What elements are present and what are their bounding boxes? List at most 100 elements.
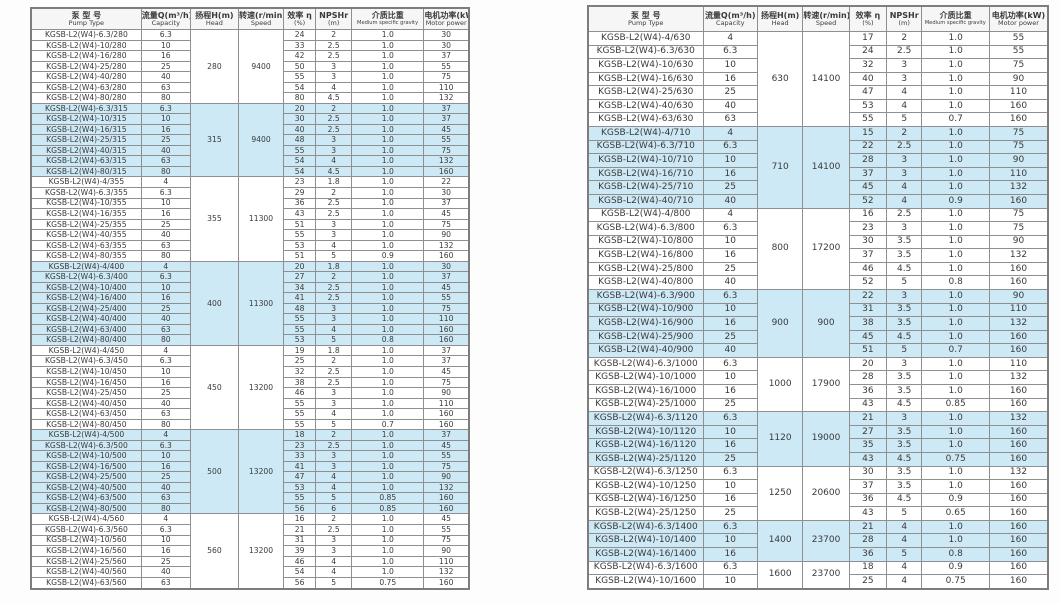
power-cell: 132 [988,180,1049,195]
pump-spec-table-left: 泵 型 号 Pump Type 流量Q(m³/h) Capacity 扬程H(m) H… [30,7,470,590]
capacity-cell: 63 [702,112,758,128]
gravity-cell: 1.0 [921,411,990,426]
pump-type-cell: KGSB-L2(W4)-40/450 [30,397,142,410]
pump-type-cell: KGSB-L2(W4)-16/1000 [587,384,704,399]
power-cell: 132 [988,411,1049,426]
gravity-cell: 1.0 [921,479,990,494]
capacity-cell: 16 [140,208,191,220]
gravity-cell: 1.0 [921,316,990,331]
power-cell: 55 [423,292,470,304]
efficiency-cell: 80 [283,92,317,104]
spec-row: KGSB-L2(W4)-10/280 10 33 2.5 1.0 30 [30,39,470,52]
spec-row: KGSB-L2(W4)-6.3/315 6.3 315 9400 20 2 1.0 37 [30,102,470,178]
npshr-cell: 3 [886,153,923,168]
capacity-cell: 25 [140,555,191,568]
npshr-cell: 2.5 [315,523,353,536]
capacity-cell: 80 [140,418,191,431]
npshr-cell: 2 [315,29,353,41]
pump-type-cell: KGSB-L2(W4)-40/800 [587,275,704,290]
speed-merged-cell: 20600 [802,465,850,521]
gravity-cell: 1.0 [351,271,425,283]
efficiency-cell: 38 [283,376,317,389]
npshr-cell: 4 [315,239,353,252]
pump-type-cell: KGSB-L2(W4)-40/710 [587,193,704,209]
pump-type-cell: KGSB-L2(W4)-4/800 [587,207,704,223]
power-cell: 160 [988,261,1049,277]
pump-type-cell: KGSB-L2(W4)-25/560 [30,555,142,568]
gravity-cell: 1.0 [351,355,425,367]
npshr-cell: 4 [886,180,923,195]
efficiency-cell: 41 [283,460,317,473]
gravity-cell: 1.0 [351,165,425,178]
capacity-cell: 6.3 [702,411,758,426]
npshr-cell: 2.5 [315,376,353,389]
efficiency-cell: 22 [848,288,888,304]
efficiency-cell: 23 [283,176,317,188]
efficiency-cell: 55 [283,144,317,157]
power-cell: 75 [988,139,1049,155]
spec-row: KGSB-L2(W4)-6.3/1000 6.3 1000 17900 20 3 1.0 11… [587,356,1049,413]
power-cell: 55 [988,44,1049,60]
capacity-cell: 40 [140,71,191,83]
power-cell: 160 [423,576,470,590]
power-cell: 37 [423,344,470,357]
efficiency-cell: 45 [848,329,888,345]
gravity-cell: 0.9 [921,193,990,209]
efficiency-cell: 55 [283,397,317,410]
npshr-cell: 4.5 [886,397,923,413]
gravity-cell: 1.0 [351,534,425,547]
gravity-cell: 1.0 [351,292,425,304]
power-cell: 37 [423,50,470,62]
efficiency-cell: 29 [283,186,317,199]
capacity-cell: 80 [140,250,191,262]
gravity-cell: 1.0 [351,429,425,441]
npshr-cell: 3 [315,313,353,325]
efficiency-cell: 43 [848,506,888,521]
npshr-cell: 3.5 [886,248,923,263]
capacity-cell: 10 [140,197,191,210]
spec-row: KGSB-L2(W4)-4/355 4 355 11300 23 1.8 1.0 22 [30,176,470,262]
capacity-cell: 10 [140,450,191,462]
efficiency-cell: 27 [848,424,888,440]
pump-type-cell: KGSB-L2(W4)-16/630 [587,71,704,87]
pump-type-cell: KGSB-L2(W4)-6.3/1600 [587,560,704,576]
spec-row: KGSB-L2(W4)-4/710 4 710 14100 15 2 1.0 75 [587,126,1049,209]
efficiency-cell: 54 [283,566,317,578]
power-cell: 110 [423,397,470,410]
npshr-cell: 1.8 [315,260,353,273]
npshr-cell: 5 [315,418,353,431]
spec-row: KGSB-L2(W4)-25/450 25 46 3 1.0 90 [30,387,470,399]
efficiency-cell: 27 [283,271,317,283]
pump-type-cell: KGSB-L2(W4)-40/560 [30,566,142,578]
spec-row: KGSB-L2(W4)-4/400 4 400 11300 20 1.8 1.0 30 [30,260,470,346]
npshr-cell: 2.5 [315,439,353,452]
efficiency-cell: 55 [283,408,317,420]
col-header-pump-type: 泵 型 号 Pump Type [587,5,704,32]
capacity-cell: 25 [140,471,191,483]
head-merged-cell: 280 [189,29,239,104]
gravity-cell: 1.0 [351,134,425,146]
efficiency-cell: 28 [848,533,888,548]
pump-type-cell: KGSB-L2(W4)-25/1120 [587,451,704,467]
power-cell: 30 [423,39,470,52]
pump-type-cell: KGSB-L2(W4)-10/1400 [587,533,704,548]
spec-row: KGSB-L2(W4)-40/400 40 55 3 1.0 110 [30,313,470,325]
pump-type-cell: KGSB-L2(W4)-25/500 [30,471,142,483]
capacity-cell: 6.3 [702,560,758,576]
power-cell: 37 [423,102,470,115]
pump-type-cell: KGSB-L2(W4)-10/900 [587,302,704,318]
npshr-cell: 5 [886,112,923,128]
col-header-gravity: 介质比重 Medium specific gravity [351,7,425,30]
capacity-cell: 16 [140,376,191,389]
spec-row: KGSB-L2(W4)-25/1250 25 43 5 0.65 160 [587,506,1049,521]
spec-row: KGSB-L2(W4)-4/800 4 800 17200 16 2.5 1.0 75 [587,207,1049,290]
speed-merged-cell: 23700 [802,560,850,590]
efficiency-cell: 46 [283,387,317,399]
gravity-cell: 0.75 [351,576,425,590]
pump-type-cell: KGSB-L2(W4)-6.3/1000 [587,356,704,372]
pump-type-cell: KGSB-L2(W4)-16/1250 [587,492,704,508]
capacity-cell: 4 [702,126,758,141]
pump-type-cell: KGSB-L2(W4)-25/280 [30,60,142,73]
pump-type-cell: KGSB-L2(W4)-16/1120 [587,438,704,453]
head-merged-cell: 800 [756,207,804,290]
